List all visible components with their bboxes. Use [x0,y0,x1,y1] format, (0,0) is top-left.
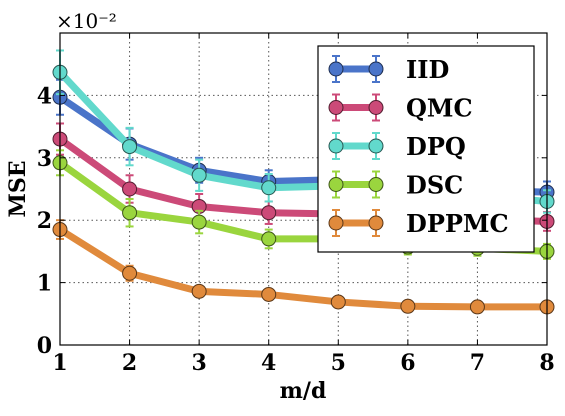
x-tick-label: 2 [122,350,137,376]
data-point [261,286,277,302]
data-point [400,298,416,314]
y-tick-label: 4 [37,83,52,109]
data-point [191,214,207,230]
data-point [261,231,277,247]
y-multiplier-label: ×10⁻² [56,9,117,33]
x-tick-label: 4 [261,350,276,376]
legend-item-dsc: DSC [328,170,463,200]
legend-marker [328,138,344,154]
x-tick-label: 5 [331,350,346,376]
legend-marker [368,61,384,77]
legend: IID QMC DPQ DSC DPPMC [317,45,535,253]
y-axis-label: MSE [5,160,31,217]
legend-item-iid: IID [328,55,449,84]
legend-item-qmc: QMC [328,93,473,123]
data-point [261,180,277,196]
data-point [469,299,485,315]
data-point [191,167,207,183]
x-tick-label: 1 [52,350,67,376]
legend-marker [368,100,384,115]
x-tick-label: 8 [539,350,554,376]
x-tick-label: 3 [191,350,206,376]
legend-item-dppmc: DPPMC [328,209,509,238]
legend-label: IID [406,55,449,84]
legend-label: DPQ [406,132,466,161]
legend-marker [328,177,344,192]
y-tick-label: 1 [37,271,52,297]
data-point [122,265,138,281]
data-point [191,283,207,299]
plot-frame [59,32,548,346]
legend-label: DPPMC [406,209,509,238]
legend-marker [328,100,344,115]
legend-marker [368,177,384,192]
y-tick-label: 3 [37,146,52,172]
legend-label: DSC [406,171,463,200]
y-tick-label: 2 [37,208,52,234]
x-axis-label: m/d [280,378,327,404]
x-tick-label: 6 [400,350,415,376]
data-point [261,205,277,221]
data-point [122,205,138,221]
data-point [122,139,138,155]
x-tick-label: 7 [470,350,485,376]
legend-marker [328,215,344,231]
data-point [330,294,346,310]
legend-item-dpq: DPQ [328,132,466,161]
y-tick-label: 0 [37,333,52,359]
legend-label: QMC [406,94,473,123]
data-point [122,181,138,197]
series-line [58,226,547,311]
legend-marker [328,61,344,77]
legend-marker [368,215,384,231]
legend-marker [368,138,384,154]
